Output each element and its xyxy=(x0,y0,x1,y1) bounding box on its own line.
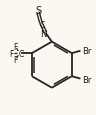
Text: N: N xyxy=(41,29,47,38)
Text: F: F xyxy=(10,49,14,58)
Text: C: C xyxy=(18,49,23,58)
Text: S: S xyxy=(35,6,42,16)
Text: F: F xyxy=(13,43,18,52)
Text: F: F xyxy=(13,56,18,65)
Text: Br: Br xyxy=(82,75,91,84)
Text: C: C xyxy=(39,21,44,30)
Text: Br: Br xyxy=(82,46,91,55)
